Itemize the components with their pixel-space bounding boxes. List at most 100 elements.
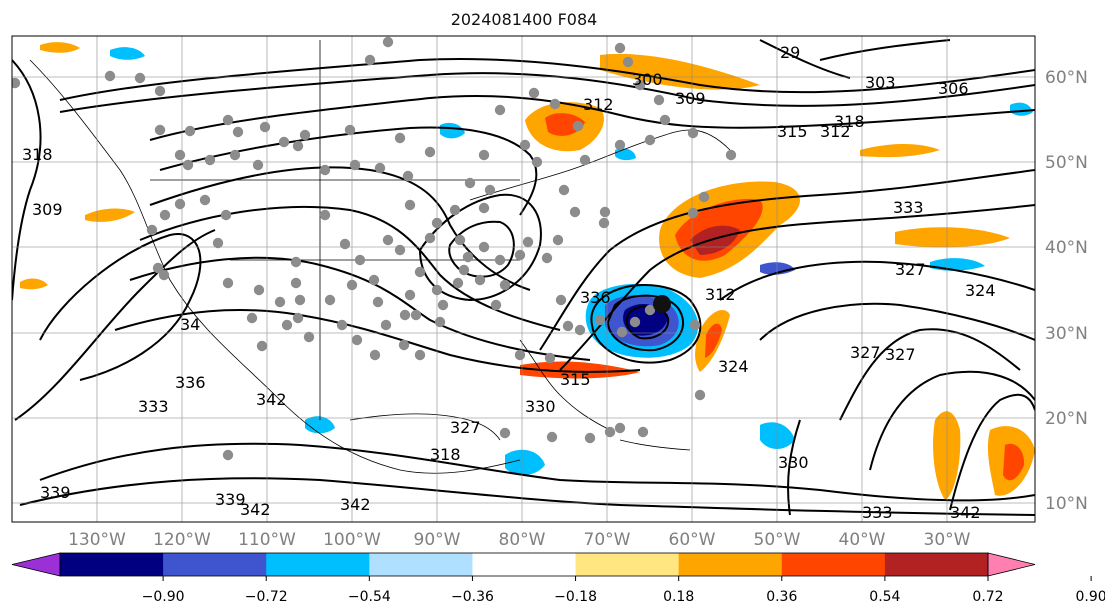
station-dot [399,309,411,321]
station-dot [319,164,331,176]
station-dot [339,238,351,250]
lon-tick-label: 50°W [754,530,801,550]
station-dot [499,279,511,291]
station-dot [159,209,171,221]
contour-label: 339 [40,483,71,502]
station-dot [614,139,626,151]
station-dot [449,204,461,216]
lat-tick-label: 40°N [1045,238,1088,258]
station-dot [494,104,506,116]
station-dot [725,149,737,161]
station-dot [594,314,606,326]
station-dot [12,77,21,89]
station-dot [404,199,416,211]
station-dot [514,349,526,361]
colorbar-under-arrow [11,552,61,577]
station-dot [549,98,561,110]
station-dot [499,427,511,439]
station-dot [464,177,476,189]
station-dot [229,149,241,161]
contour-label: 315 [560,370,591,389]
station-dot [569,206,581,218]
colorbar-tick-label: −0.18 [554,589,597,605]
colorbar-segment [369,553,473,576]
lat-tick-label: 60°N [1045,68,1088,88]
station-dot [514,249,526,261]
station-dot [374,162,386,174]
contour-label: 312 [820,122,851,141]
station-dot [474,274,486,286]
station-dot [154,124,166,136]
colorbar-segment [884,553,989,576]
colorbar-frame [59,552,989,577]
station-dot [584,432,596,444]
contour-label: 318 [834,112,865,131]
station-dot [222,449,234,461]
station-dot [478,202,490,214]
station-dot [232,126,244,138]
station-dot [369,349,381,361]
colorbar-tick-labels: −0.90 −0.72 −0.54 −0.36 −0.18 0.18 0.36 0.54 0.7… [142,576,1105,605]
station-dot [687,127,699,139]
station-dot [528,87,540,99]
station-dot [414,349,426,361]
station-dot [290,256,302,268]
station-dot [292,312,304,324]
colorbar-segment [678,553,783,576]
contour-label: 306 [938,79,969,98]
station-dot [259,121,271,133]
lon-tick-label: 60°W [669,530,716,550]
contour-label: 327 [895,260,926,279]
colorbar-tick-label: 0.90 [1076,589,1105,605]
contour-label: 336 [175,373,206,392]
contour-label: 318 [22,145,53,164]
station-dot [410,309,422,321]
contour-label: 333 [862,503,893,522]
station-dot [579,154,591,166]
station-dot [552,234,564,246]
station-dot [519,139,531,151]
station-dot [174,198,186,210]
contour-label: 342 [256,390,287,409]
colorbar-segment [575,553,680,576]
station-dot [458,264,470,276]
station-dot [222,114,234,126]
contour-label: 327 [885,345,916,364]
station-dot [404,289,416,301]
contour-label: 324 [718,357,749,376]
station-dot [614,422,626,434]
contour-label: 309 [675,89,706,108]
station-dot [637,426,649,438]
station-dot [555,294,567,306]
station-dot [372,296,384,308]
station-dot [644,304,656,316]
contour-label: 327 [450,418,481,437]
station-dot [294,294,306,306]
coastline-layer [29,40,731,474]
station-dots [12,36,737,461]
station-dot [614,42,626,54]
contour-label: 34 [180,315,200,334]
colorbar-tick-label: 0.36 [766,589,797,605]
station-dot [558,184,570,196]
station-dot [336,319,348,331]
station-dot [253,284,265,296]
station-dot [546,431,558,443]
station-dot [562,320,574,332]
station-dot [220,209,232,221]
station-dot [346,279,358,291]
station-dot [222,277,234,289]
lon-tick-label: 100°W [323,530,381,550]
contour-label: 318 [430,445,461,464]
lon-tick-label: 120°W [153,530,211,550]
station-dot [303,331,315,343]
station-dot [687,207,699,219]
station-dot [462,251,474,263]
station-dot [274,296,286,308]
station-dot [598,217,610,229]
station-dot [653,94,665,106]
station-dot [689,319,701,331]
colorbar-segment [266,553,370,576]
lon-tick-label: 40°W [839,530,886,550]
station-dot [478,241,490,253]
